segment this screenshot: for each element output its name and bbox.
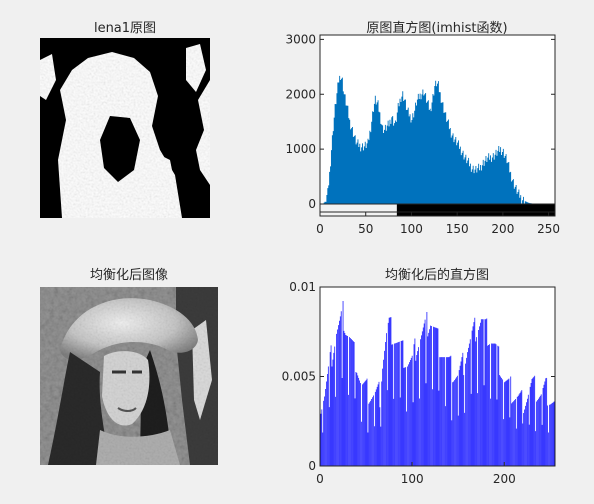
original-histogram-axes: 0 1000 2000 3000 0 50 100 150 200 250 — [285, 32, 560, 236]
histogram2-bars — [319, 300, 556, 466]
equalized-image — [40, 287, 218, 465]
histogram1-xtick-label: 0 — [316, 222, 324, 236]
histogram1-xtick-label: 150 — [446, 222, 469, 236]
histogram1-ytick-label: 2000 — [285, 87, 316, 101]
histogram1-ytick-label: 0 — [308, 197, 316, 211]
histogram1-xtick-label: 250 — [537, 222, 560, 236]
equalized-image-title: 均衡化后图像 — [90, 268, 168, 283]
histogram1-area — [320, 75, 555, 204]
original-histogram-title: 原图直方图(imhist函数) — [366, 20, 507, 36]
histogram1-ytick-label: 1000 — [285, 142, 316, 156]
histogram1-xtick-label: 100 — [400, 222, 423, 236]
equalized-histogram-axes: 0 0.005 0.01 0 100 200 — [282, 280, 556, 486]
histogram1-colorbar-dark-band — [396, 204, 555, 216]
histogram2-ytick-label: 0.005 — [282, 370, 316, 384]
histogram1-xtick-label: 50 — [358, 222, 373, 236]
histogram1-axes-box — [319, 34, 556, 213]
histogram2-xtick-label: 200 — [493, 472, 516, 486]
original-image-title: lena1原图 — [94, 21, 156, 36]
histogram1-colorbar-light-band — [320, 204, 397, 216]
original-image — [40, 38, 210, 218]
histogram1-xtick-label: 200 — [491, 222, 514, 236]
histogram2-ytick-label: 0.01 — [289, 280, 316, 294]
histogram2-ytick-label: 0 — [308, 459, 316, 473]
histogram2-xtick-label: 0 — [316, 472, 324, 486]
histogram1-ytick-label: 3000 — [285, 32, 316, 46]
histogram2-xtick-label: 100 — [401, 472, 424, 486]
histogram2-plot-area — [320, 287, 555, 466]
equalized-histogram-title: 均衡化后的直方图 — [385, 267, 489, 283]
